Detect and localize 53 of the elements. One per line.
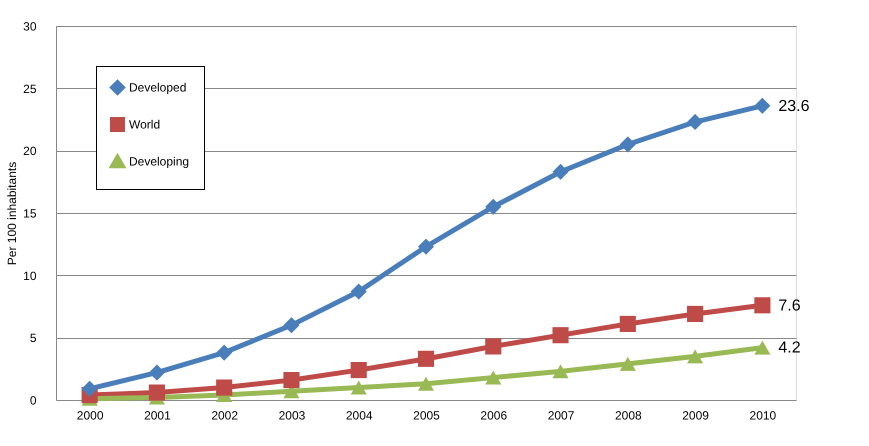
point [350, 380, 367, 395]
point [687, 306, 704, 322]
point [350, 362, 367, 378]
y-tick-label: 30 [23, 20, 37, 34]
point [418, 350, 434, 367]
point [283, 317, 300, 334]
legend-label: World [129, 118, 160, 132]
x-tick-label: 2005 [413, 408, 440, 422]
x-tick-label: 2004 [346, 408, 373, 422]
data-label: 7.6 [778, 297, 801, 314]
x-tick-label: 2008 [614, 408, 642, 422]
x-tick-label: 2000 [76, 408, 104, 422]
y-tick-label: 5 [30, 331, 37, 346]
point [620, 316, 636, 332]
point [754, 340, 770, 355]
point [620, 136, 636, 152]
point [552, 364, 569, 378]
point [485, 370, 502, 385]
x-tick-label: 2009 [682, 408, 710, 422]
point [418, 238, 434, 255]
y-tick-label: 20 [23, 144, 37, 158]
x-tick-label: 2003 [278, 408, 306, 422]
point [283, 372, 300, 388]
point [418, 376, 434, 391]
y-tick-label: 15 [23, 206, 37, 220]
point [754, 98, 770, 114]
point [82, 380, 98, 397]
y-tick-label: 25 [23, 82, 37, 96]
data-label: 23.6 [778, 98, 810, 115]
x-tick-label: 2002 [211, 408, 238, 422]
point [148, 384, 165, 401]
point [687, 114, 704, 130]
x-tick-label: 2001 [144, 408, 172, 422]
point [350, 283, 367, 300]
data-label: 4.2 [778, 340, 801, 357]
y-axis-title: Per 100 inhabitants [5, 162, 20, 266]
point [485, 198, 502, 215]
point [216, 379, 232, 396]
point [148, 364, 165, 381]
y-tick-label: 0 [30, 394, 37, 408]
legend-label: Developing [129, 154, 190, 168]
point [552, 327, 569, 344]
point [754, 297, 770, 314]
point [687, 349, 704, 364]
point [552, 164, 569, 180]
y-tick-label: 10 [23, 268, 37, 283]
x-tick-label: 2007 [548, 408, 575, 422]
x-tick-label: 2010 [750, 408, 777, 422]
point [216, 344, 232, 361]
point [485, 338, 502, 354]
x-tick-label: 2006 [480, 408, 508, 422]
legend-label: Developed [129, 80, 186, 94]
point [620, 356, 636, 371]
